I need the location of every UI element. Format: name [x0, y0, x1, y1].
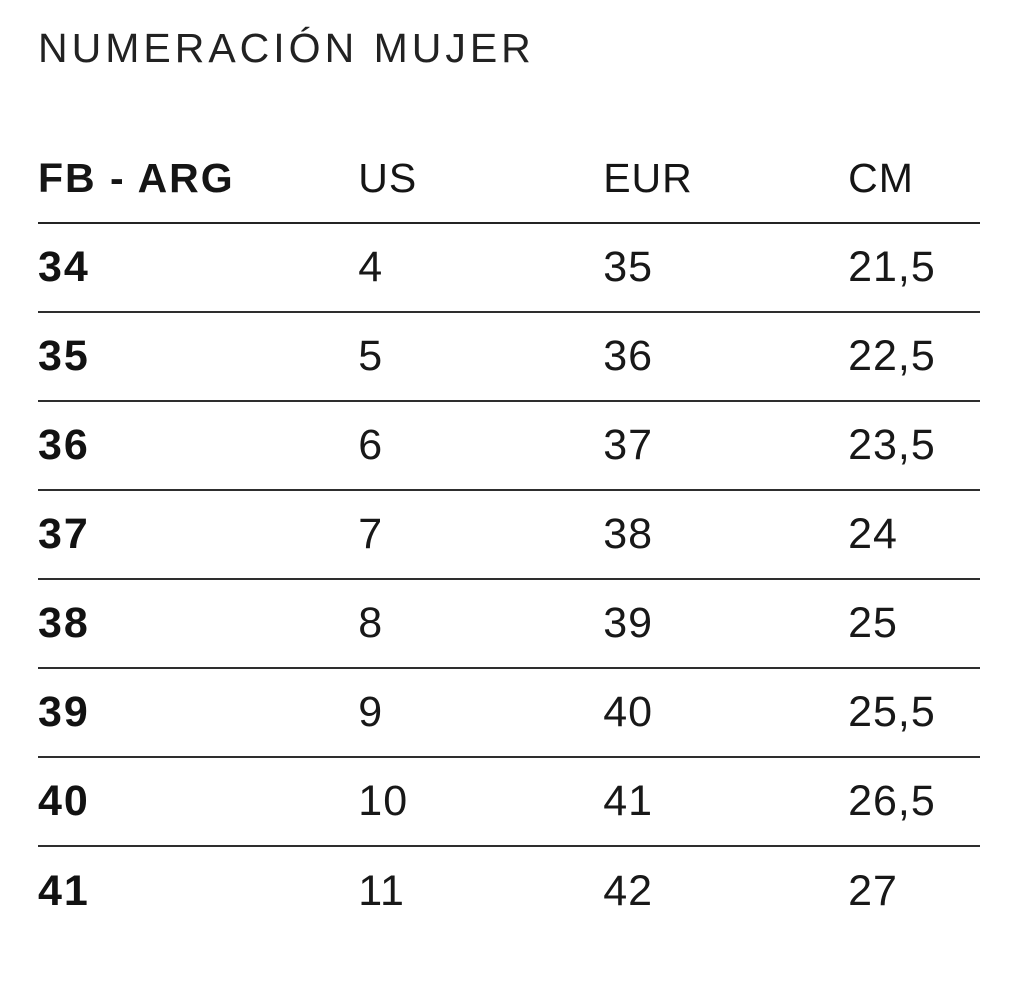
table-row: 35 5 36 22,5	[38, 312, 980, 402]
table-cell-us: 6	[358, 421, 384, 470]
table-cell-eur: 38	[603, 510, 654, 559]
table-row: 38 8 39 25	[38, 579, 980, 669]
column-header-us: US	[358, 155, 604, 225]
table-cell-fb-arg: 40	[38, 777, 90, 826]
table-cell-us: 9	[358, 688, 384, 737]
table-row: 39 9 40 25,5	[38, 668, 980, 758]
table-cell-fb-arg: 37	[38, 510, 90, 559]
column-header-fb-arg: FB - ARG	[38, 155, 359, 225]
table-cell-cm: 21,5	[848, 243, 936, 292]
table-header: FB - ARG US EUR CM	[38, 155, 980, 225]
table-cell-fb-arg: 39	[38, 688, 90, 737]
table-cell-cm: 25,5	[848, 688, 936, 737]
table-cell-eur: 42	[603, 866, 654, 915]
table-header-row: FB - ARG US EUR CM	[38, 155, 980, 225]
table-cell-cm: 25	[848, 599, 898, 648]
size-conversion-table: FB - ARG US EUR CM 34 4 35 21,5 35 5 36 22,5 36 6 37 2…	[38, 155, 980, 935]
table-cell-us: 4	[358, 243, 384, 292]
table-cell-eur: 41	[603, 777, 654, 826]
table-cell-fb-arg: 36	[38, 421, 90, 470]
table-body: 34 4 35 21,5 35 5 36 22,5 36 6 37 23,5 37 7 38 24 38 8 39 2…	[38, 223, 980, 935]
table-cell-eur: 40	[603, 688, 654, 737]
column-header-eur: EUR	[603, 155, 849, 225]
page-title: NUMERACIÓN MUJER	[38, 25, 535, 71]
table-cell-eur: 37	[603, 421, 654, 470]
table-cell-fb-arg: 38	[38, 599, 90, 648]
table-row: 36 6 37 23,5	[38, 401, 980, 491]
table-cell-us: 11	[358, 866, 405, 915]
table-cell-us: 5	[358, 332, 384, 381]
column-header-cm: CM	[848, 155, 980, 225]
table-cell-fb-arg: 41	[38, 866, 90, 915]
table-cell-eur: 36	[603, 332, 654, 381]
table-row: 34 4 35 21,5	[38, 223, 980, 313]
table-cell-fb-arg: 35	[38, 332, 90, 381]
table-cell-us: 8	[358, 599, 384, 648]
table-cell-us: 7	[358, 510, 384, 559]
table-cell-eur: 39	[603, 599, 654, 648]
table-cell-eur: 35	[603, 243, 654, 292]
table-cell-cm: 22,5	[848, 332, 936, 381]
table-cell-fb-arg: 34	[38, 243, 90, 292]
table-row: 41 11 42 27	[38, 846, 980, 935]
table-cell-us: 10	[358, 777, 409, 826]
table-cell-cm: 23,5	[848, 421, 936, 470]
table-cell-cm: 24	[848, 510, 898, 559]
table-row: 37 7 38 24	[38, 490, 980, 580]
table-row: 40 10 41 26,5	[38, 757, 980, 847]
table-cell-cm: 26,5	[848, 777, 936, 826]
table-cell-cm: 27	[848, 866, 898, 915]
